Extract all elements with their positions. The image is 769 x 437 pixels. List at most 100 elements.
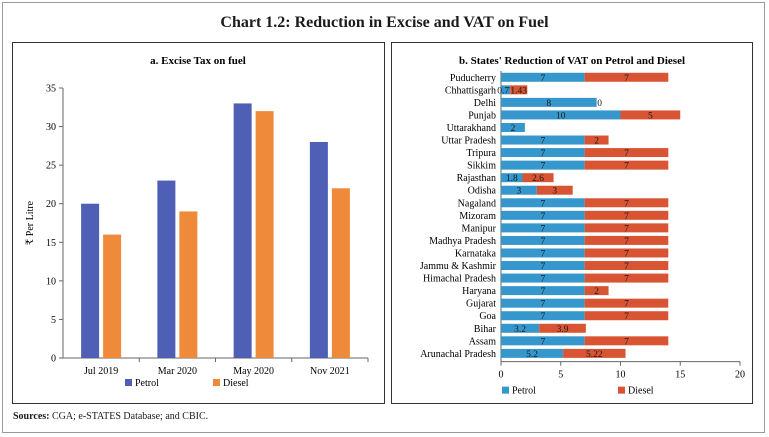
data-label-petrol: 10 bbox=[556, 111, 566, 121]
x-tick-label: May 2020 bbox=[233, 366, 274, 377]
data-label-petrol: 3.2 bbox=[514, 325, 526, 335]
bar-petrol bbox=[501, 248, 585, 258]
y-tick-label: 5 bbox=[51, 315, 56, 326]
data-label-petrol: 7 bbox=[540, 199, 545, 209]
bar-petrol bbox=[501, 323, 540, 333]
data-label-diesel: 7 bbox=[624, 162, 629, 172]
y-axis-label: ₹ Per Litre bbox=[25, 200, 36, 245]
bar-diesel bbox=[584, 160, 669, 170]
bar-diesel bbox=[584, 198, 669, 208]
category-label: Puducherry bbox=[450, 73, 496, 84]
legend-swatch-petrol bbox=[502, 386, 509, 394]
bar-petrol bbox=[501, 148, 585, 158]
x-tick-label: 0 bbox=[499, 370, 504, 381]
bar-petrol bbox=[501, 311, 585, 321]
bar-petrol bbox=[501, 160, 585, 170]
bar-diesel bbox=[331, 188, 350, 358]
data-label-diesel: 7 bbox=[624, 224, 629, 234]
bar-petrol bbox=[501, 223, 585, 233]
data-label-diesel: 2 bbox=[594, 287, 599, 297]
category-label: Mizoram bbox=[459, 211, 496, 222]
bar-diesel bbox=[584, 311, 669, 321]
bar-diesel bbox=[584, 273, 669, 283]
data-label-petrol: 7 bbox=[540, 237, 545, 247]
category-label: Madhya Pradesh bbox=[429, 236, 496, 247]
bar-petrol bbox=[501, 210, 585, 220]
legend-label-diesel: Diesel bbox=[223, 378, 249, 389]
category-label: Tripura bbox=[466, 148, 496, 159]
category-label: Rajasthan bbox=[457, 173, 496, 184]
bar-diesel bbox=[584, 235, 669, 245]
x-tick-label: 10 bbox=[616, 370, 626, 381]
bar-petrol bbox=[501, 135, 585, 145]
bar-petrol bbox=[501, 235, 585, 245]
sources-text: CGA; e-STATES Database; and CBIC. bbox=[49, 411, 209, 422]
category-label: Delhi bbox=[474, 98, 496, 109]
data-label-diesel: 1.43 bbox=[510, 86, 527, 96]
x-tick-label: Mar 2020 bbox=[158, 366, 197, 377]
category-label: Assam bbox=[469, 336, 496, 347]
x-tick-label: 15 bbox=[675, 370, 685, 381]
excise-tax-chart: a. Excise Tax on fuel 0 5 10 15 20 25 30 35 ₹ Per… bbox=[25, 55, 369, 389]
bar-petrol bbox=[501, 286, 585, 296]
bar-diesel bbox=[620, 110, 681, 120]
data-label-diesel: 7 bbox=[624, 275, 629, 285]
y-tick-label: 0 bbox=[51, 354, 56, 365]
category-label: Uttar Pradesh bbox=[441, 136, 496, 147]
data-label-petrol: 0.77 bbox=[497, 86, 514, 96]
category-label: Chhattisgarh bbox=[445, 85, 496, 96]
x-tick-label: Jul 2019 bbox=[84, 366, 118, 377]
data-label-petrol: 7 bbox=[540, 149, 545, 159]
bar-petrol bbox=[501, 72, 585, 82]
bar-diesel bbox=[539, 323, 586, 333]
data-label-diesel: 7 bbox=[624, 262, 629, 272]
data-label-diesel: 7 bbox=[624, 199, 629, 209]
data-label-petrol: 7 bbox=[540, 212, 545, 222]
x-tick-label: 20 bbox=[735, 370, 745, 381]
bar-petrol bbox=[501, 110, 621, 120]
data-label-diesel: 7 bbox=[624, 300, 629, 310]
data-label-petrol: 7 bbox=[540, 74, 545, 84]
data-label-petrol: 2 bbox=[511, 124, 516, 134]
legend-swatch-petrol bbox=[125, 379, 132, 386]
data-label-diesel: 2 bbox=[594, 137, 599, 147]
data-label-petrol: 7 bbox=[540, 275, 545, 285]
category-label: Punjab bbox=[468, 110, 496, 121]
bar-petrol bbox=[309, 142, 328, 358]
sources-label: Sources: bbox=[13, 411, 50, 422]
bar-petrol bbox=[501, 273, 585, 283]
bar-petrol bbox=[501, 348, 564, 358]
category-label: Uttarakhand bbox=[447, 123, 496, 134]
data-label-petrol: 7 bbox=[540, 337, 545, 347]
data-label-petrol: 8 bbox=[546, 99, 551, 109]
bar-diesel bbox=[179, 211, 198, 358]
data-label-diesel: 0 bbox=[597, 99, 602, 109]
data-label-petrol: 7 bbox=[540, 224, 545, 234]
legend-label-petrol: Petrol bbox=[135, 378, 159, 389]
sources-note: Sources: CGA; e-STATES Database; and CBI… bbox=[13, 411, 208, 422]
data-label-diesel: 5 bbox=[648, 111, 653, 121]
data-label-petrol: 5.2 bbox=[526, 350, 538, 360]
bar-diesel bbox=[510, 85, 528, 95]
bar-petrol bbox=[501, 173, 523, 183]
data-label-petrol: 7 bbox=[540, 137, 545, 147]
y-tick-label: 30 bbox=[46, 122, 56, 133]
category-label: Arunachal Pradesh bbox=[420, 349, 496, 360]
bar-diesel bbox=[584, 72, 669, 82]
bar-diesel bbox=[584, 261, 669, 271]
x-tick-label: 5 bbox=[558, 370, 563, 381]
data-label-diesel: 7 bbox=[624, 74, 629, 84]
y-tick-label: 10 bbox=[46, 276, 56, 287]
bar-diesel bbox=[584, 210, 669, 220]
category-label: Goa bbox=[479, 311, 496, 322]
bar-petrol bbox=[81, 203, 100, 358]
category-label: Gujarat bbox=[466, 299, 496, 310]
bar-diesel bbox=[536, 185, 573, 195]
bar-petrol bbox=[501, 122, 525, 132]
chart-b-title: b. States' Reduction of VAT on Petrol an… bbox=[459, 55, 685, 67]
bar-diesel bbox=[584, 336, 669, 346]
y-tick-label: 20 bbox=[46, 199, 56, 210]
bar-diesel bbox=[255, 111, 274, 359]
bar-petrol bbox=[157, 180, 176, 358]
data-label-diesel: 5.22 bbox=[586, 350, 603, 360]
